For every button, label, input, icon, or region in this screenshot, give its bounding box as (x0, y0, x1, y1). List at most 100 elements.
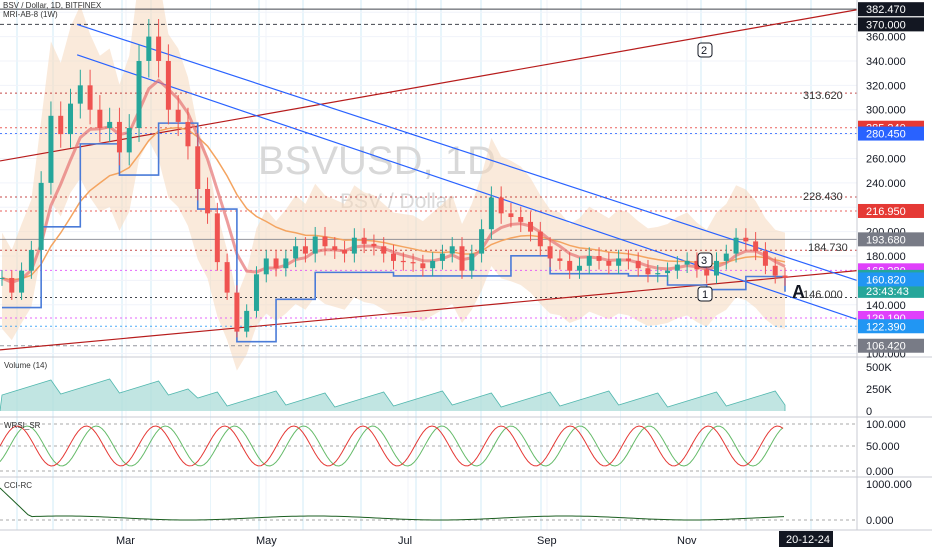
price-tag-label: 370.000 (866, 19, 906, 31)
price-series (0, 19, 788, 343)
candle-body (606, 260, 612, 266)
candle-body (195, 146, 201, 189)
candle-body (479, 229, 485, 254)
candle-body (420, 263, 426, 269)
candle-body (224, 262, 230, 293)
candle-body (782, 275, 788, 278)
price-tick-label: 140.000 (866, 300, 906, 312)
candle-body (136, 60, 142, 129)
price-tags: 382.470370.000285.240280.450216.950193.6… (858, 2, 924, 353)
level-label: 228.430 (803, 191, 843, 203)
price-tick-label: 340.000 (866, 56, 906, 68)
pattern-point-1[interactable]: 1 (697, 286, 713, 302)
candle-body (723, 253, 729, 261)
candle-body (38, 182, 44, 250)
trendline-upper-red[interactable] (0, 9, 858, 162)
candle-body (508, 213, 514, 218)
volume-pane-title: Volume (14) (4, 361, 47, 370)
candle-body (273, 258, 279, 269)
candle-body (567, 260, 573, 271)
candle-body (351, 237, 357, 254)
candle-body (97, 109, 103, 129)
price-tick-label: 180.000 (866, 251, 906, 263)
level-label: 184.730 (808, 242, 848, 254)
candle-body (371, 243, 377, 247)
trendlines[interactable] (0, 9, 858, 351)
price-tag-background (858, 338, 924, 353)
candle-body (459, 246, 465, 271)
candle-body (0, 277, 5, 279)
session-band (121, 0, 123, 530)
candle-body (576, 265, 582, 271)
trendline-lower-red[interactable] (0, 270, 858, 351)
candle-body (361, 237, 367, 244)
candle-body (19, 270, 25, 293)
price-tick-label: 300.000 (866, 105, 906, 117)
candle-body (263, 258, 269, 275)
candle-body (596, 256, 602, 261)
wrsi-signal-line (0, 425, 784, 467)
level-label: 313.620 (803, 90, 843, 102)
candle-body (694, 260, 700, 270)
price-tag-background (858, 272, 924, 287)
candle-body (87, 85, 93, 110)
horizontal-levels (0, 8, 857, 347)
candle-body (586, 256, 592, 266)
price-tag-label: 193.680 (866, 234, 906, 246)
candle-body (625, 258, 631, 261)
candle-body (312, 236, 318, 254)
price-axis[interactable]: 380.000360.000340.000320.000300.000280.0… (866, 7, 906, 360)
candle-body (293, 246, 299, 259)
pattern-point-2[interactable]: 2 (697, 42, 713, 58)
volume-area (0, 378, 786, 412)
candle-body (234, 292, 240, 332)
candle-body (165, 60, 171, 110)
candle-body (214, 213, 220, 263)
candle-body (68, 103, 74, 135)
pattern-point-3[interactable]: 3 (697, 252, 713, 268)
candle-body (713, 260, 719, 276)
trendline-lower-blue[interactable] (76, 54, 858, 320)
candle-body (439, 253, 445, 261)
trendline-upper-blue[interactable] (76, 23, 858, 281)
candle-body (753, 241, 759, 252)
cci-tick-label: 0.000 (866, 515, 894, 527)
candle-body (635, 260, 641, 269)
candle-body (733, 237, 739, 254)
candle-body (704, 269, 710, 276)
price-tag-label: 382.470 (866, 4, 906, 16)
price-tag-background (858, 203, 924, 218)
price-tag-background (858, 17, 924, 32)
candle-body (175, 109, 181, 122)
session-band (150, 0, 152, 530)
price-tag-background (858, 2, 924, 17)
price-tick-label: 260.000 (866, 153, 906, 165)
candle-body (430, 260, 436, 269)
price-tag-label: 122.390 (866, 321, 906, 333)
candle-body (322, 236, 328, 247)
price-tag-background (858, 232, 924, 247)
time-tick-label: Nov (677, 535, 697, 547)
price-tag-background (858, 126, 924, 141)
candle-body (48, 115, 54, 183)
indicator-header[interactable]: MRI-AB-8 (1W) (3, 10, 58, 19)
symbol-header[interactable]: BSV / Dollar, 1D, BITFINEX (3, 1, 102, 10)
wrsi-line (0, 425, 784, 467)
candle-body (156, 36, 162, 61)
candle-body (665, 270, 671, 274)
volume-tick-label: 500K (866, 362, 892, 374)
candle-body (58, 115, 64, 135)
candle-body (107, 121, 113, 129)
candle-body (9, 277, 15, 293)
price-tag-label: 280.450 (866, 129, 906, 141)
candle-body (400, 260, 406, 263)
date-tag: 20-12-24 (786, 534, 830, 546)
pattern-label: 1 (702, 289, 708, 301)
time-tick-label: May (256, 535, 277, 547)
time-tick-label: Sep (537, 535, 557, 547)
time-axis[interactable]: Mar May Jul Sep Nov (116, 535, 697, 547)
candle-body (762, 251, 768, 266)
candle-body (302, 246, 308, 254)
